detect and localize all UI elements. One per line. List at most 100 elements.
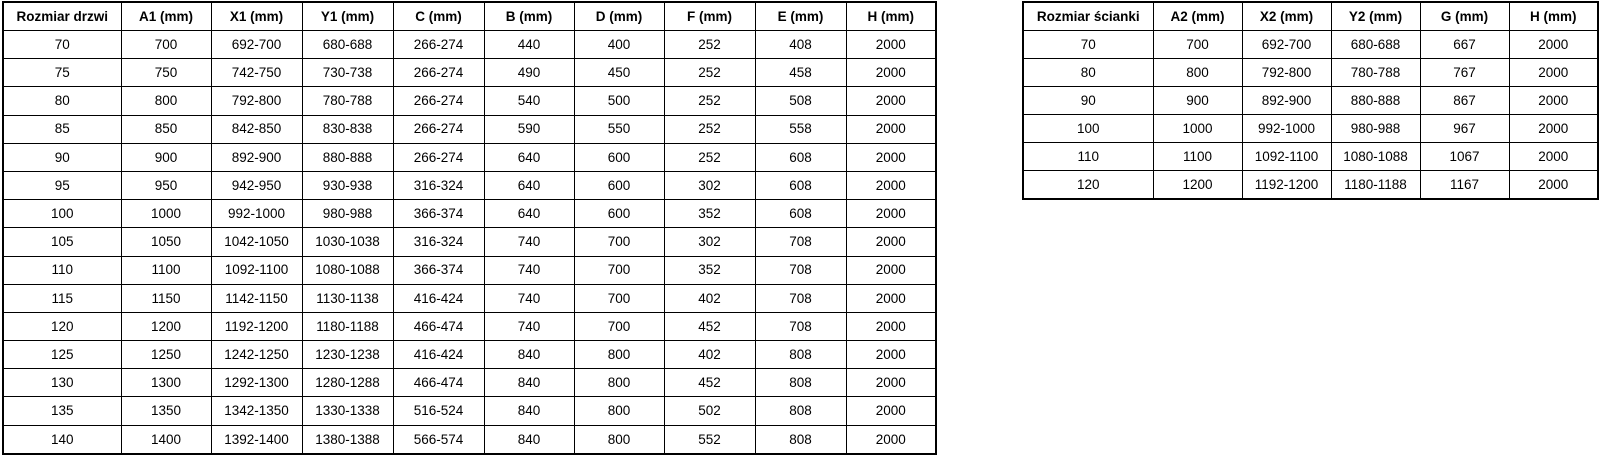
- table-row: 80 800 792-800 780-788 767 2000: [1022, 58, 1599, 87]
- table-cell: 850: [120, 114, 212, 144]
- table-cell: 1067: [1419, 142, 1510, 171]
- table-cell: 840: [483, 396, 575, 426]
- table-cell: 800: [120, 86, 212, 116]
- table-cell: 740: [483, 311, 575, 342]
- table-cell: 316-324: [392, 227, 485, 257]
- table-cell: 252: [663, 142, 756, 172]
- table-row: 125 1250 1242-1250 1230-1238 416-424 840 800 40…: [2, 340, 937, 370]
- table-cell: 700: [120, 29, 212, 60]
- table-cell: 792-800: [1241, 58, 1332, 87]
- table-cell: 708: [754, 255, 847, 285]
- table-row: 135 1350 1342-1350 1330-1338 516-524 840 800 50…: [2, 396, 937, 426]
- column-header: Rozmiar drzwi: [2, 1, 122, 31]
- column-header: H (mm): [845, 1, 937, 31]
- table-cell: 120: [1022, 170, 1154, 200]
- table-cell: 490: [483, 58, 575, 88]
- table-row: 75 750 742-750 730-738 266-274 490 450 252 458 20…: [2, 58, 937, 88]
- wall-table-body: 70 700 692-700 680-688 667 2000 80 800 792-800 78…: [1022, 30, 1599, 200]
- table-cell: 130: [2, 368, 122, 398]
- table-cell: 366-374: [392, 199, 485, 229]
- table-cell: 125: [2, 340, 122, 370]
- table-cell: 600: [573, 170, 665, 201]
- table-cell: 1100: [1152, 142, 1243, 171]
- table-cell: 1142-1150: [210, 283, 303, 313]
- table-cell: 992-1000: [1241, 114, 1332, 143]
- table-cell: 302: [663, 227, 756, 257]
- table-cell: 840: [483, 340, 575, 370]
- table-cell: 640: [483, 170, 575, 201]
- column-header: Rozmiar ścianki: [1022, 1, 1154, 31]
- table-cell: 2000: [845, 227, 937, 257]
- table-cell: 1192-1200: [210, 311, 303, 342]
- table-cell: 880-888: [301, 142, 394, 172]
- table-cell: 792-800: [210, 86, 303, 116]
- table-cell: 252: [663, 114, 756, 144]
- table-cell: 1242-1250: [210, 340, 303, 370]
- table-cell: 980-988: [1330, 114, 1421, 143]
- table-cell: 75: [2, 58, 122, 88]
- table-cell: 266-274: [392, 58, 485, 88]
- table-cell: 2000: [845, 86, 937, 116]
- table-cell: 608: [754, 142, 847, 172]
- table-cell: 1080-1088: [301, 255, 394, 285]
- table-cell: 2000: [1508, 170, 1599, 200]
- table-cell: 1080-1088: [1330, 142, 1421, 171]
- table-cell: 830-838: [301, 114, 394, 144]
- wall-panel-dimensions-table: Rozmiar ścianki A2 (mm) X2 (mm) Y2 (mm) G (m…: [1022, 1, 1599, 200]
- table-row: 105 1050 1042-1050 1030-1038 316-324 740 700 30…: [2, 227, 937, 257]
- table-cell: 1180-1188: [301, 311, 394, 342]
- table-cell: 100: [2, 199, 122, 229]
- table-cell: 552: [663, 424, 756, 455]
- table-cell: 1342-1350: [210, 396, 303, 426]
- table-cell: 842-850: [210, 114, 303, 144]
- table-cell: 942-950: [210, 170, 303, 201]
- table-cell: 110: [1022, 142, 1154, 171]
- table-cell: 900: [1152, 86, 1243, 115]
- table-cell: 450: [573, 58, 665, 88]
- table-cell: 892-900: [1241, 86, 1332, 115]
- table-cell: 252: [663, 29, 756, 60]
- table-cell: 1130-1138: [301, 283, 394, 313]
- table-cell: 408: [754, 29, 847, 60]
- table-cell: 2000: [845, 29, 937, 60]
- table-cell: 352: [663, 199, 756, 229]
- table-cell: 808: [754, 368, 847, 398]
- table-cell: 100: [1022, 114, 1154, 143]
- table-cell: 2000: [845, 368, 937, 398]
- table-row: 115 1150 1142-1150 1130-1138 416-424 740 700 40…: [2, 283, 937, 313]
- table-cell: 750: [120, 58, 212, 88]
- column-header: B (mm): [483, 1, 575, 31]
- table-cell: 440: [483, 29, 575, 60]
- table-cell: 2000: [845, 340, 937, 370]
- column-header: F (mm): [663, 1, 756, 31]
- table-cell: 252: [663, 86, 756, 116]
- table-cell: 516-524: [392, 396, 485, 426]
- table-cell: 402: [663, 283, 756, 313]
- table-cell: 1250: [120, 340, 212, 370]
- table-cell: 2000: [845, 396, 937, 426]
- table-cell: 105: [2, 227, 122, 257]
- table-cell: 608: [754, 199, 847, 229]
- column-header: X2 (mm): [1241, 1, 1332, 31]
- table-cell: 867: [1419, 86, 1510, 115]
- table-cell: 640: [483, 142, 575, 172]
- table-row: 70 700 692-700 680-688 667 2000: [1022, 30, 1599, 59]
- table-cell: 115: [2, 283, 122, 313]
- table-cell: 1330-1338: [301, 396, 394, 426]
- column-header: H (mm): [1508, 1, 1599, 31]
- table-cell: 502: [663, 396, 756, 426]
- table-cell: 608: [754, 170, 847, 201]
- table-cell: 508: [754, 86, 847, 116]
- table-cell: 800: [573, 424, 665, 455]
- column-header: C (mm): [392, 1, 485, 31]
- table-cell: 700: [1152, 30, 1243, 59]
- table-cell: 892-900: [210, 142, 303, 172]
- table-cell: 840: [483, 424, 575, 455]
- table-cell: 266-274: [392, 86, 485, 116]
- table-cell: 2000: [1508, 114, 1599, 143]
- table-cell: 70: [1022, 30, 1154, 59]
- table-cell: 416-424: [392, 283, 485, 313]
- table-row: 90 900 892-900 880-888 867 2000: [1022, 86, 1599, 115]
- table-cell: 400: [573, 29, 665, 60]
